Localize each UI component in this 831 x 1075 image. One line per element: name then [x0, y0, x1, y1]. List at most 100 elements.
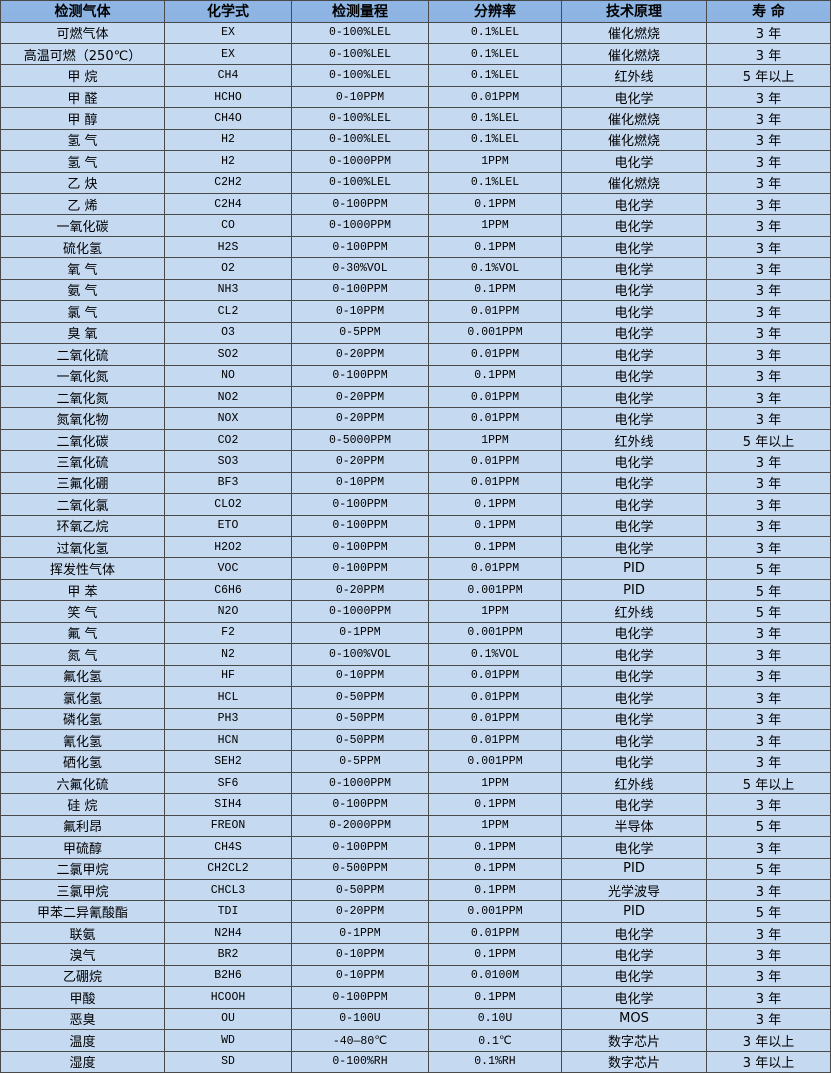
cell-chemical-formula: VOC [164, 557, 292, 580]
cell-lifespan: 3 年 [706, 621, 831, 645]
cell-lifespan: 3 年 [706, 278, 831, 302]
cell-detection-range: 0-100%LEL [291, 107, 429, 130]
cell-lifespan: 3 年 [706, 450, 831, 473]
cell-lifespan: 3 年 [706, 192, 831, 216]
cell-technical-principle: 电化学 [561, 986, 707, 1009]
cell-technical-principle: 电化学 [561, 450, 707, 473]
cell-resolution: 0.1%LEL [428, 107, 562, 130]
cell-technical-principle: 电化学 [561, 921, 707, 945]
cell-resolution: 0.1℃ [428, 1029, 562, 1052]
cell-detection-range: 0-100PPM [291, 535, 429, 559]
cell-technical-principle: 催化燃烧 [561, 42, 707, 66]
cell-gas-name: 甲 烷 [0, 64, 165, 87]
cell-technical-principle: 电化学 [561, 664, 707, 688]
cell-technical-principle: 半导体 [561, 814, 707, 838]
cell-chemical-formula: HF [164, 664, 292, 688]
cell-gas-name: 一氧化碳 [0, 214, 165, 237]
cell-lifespan: 3 年 [706, 321, 831, 345]
cell-resolution: 0.10U [428, 1007, 562, 1031]
cell-gas-name: 氟利昂 [0, 814, 165, 838]
cell-detection-range: 0-10PPM [291, 85, 429, 109]
cell-technical-principle: 数字芯片 [561, 1029, 707, 1052]
table-row: 一氧化碳 CO 0-1000PPM 1PPM 电化学 3 年 [0, 214, 831, 237]
table-row: 温度 WD -40—80℃ 0.1℃ 数字芯片 3 年以上 [0, 1029, 831, 1052]
cell-resolution: 0.1%LEL [428, 64, 562, 87]
cell-gas-name: 三氟化硼 [0, 471, 165, 495]
cell-resolution: 0.1PPM [428, 857, 562, 881]
cell-lifespan: 3 年 [706, 407, 831, 430]
cell-gas-name: 三氯甲烷 [0, 878, 165, 902]
cell-lifespan: 3 年 [706, 728, 831, 752]
table-row: 联氨 N2H4 0-1PPM 0.01PPM 电化学 3 年 [0, 921, 831, 945]
cell-gas-name: 乙硼烷 [0, 964, 165, 988]
cell-gas-name: 氰化氢 [0, 728, 165, 752]
cell-lifespan: 5 年 [706, 578, 831, 602]
table-row: 磷化氢 PH3 0-50PPM 0.01PPM 电化学 3 年 [0, 707, 831, 730]
cell-lifespan: 3 年 [706, 107, 831, 130]
cell-technical-principle: 电化学 [561, 514, 707, 538]
cell-gas-name: 湿度 [0, 1050, 165, 1073]
cell-lifespan: 5 年以上 [706, 64, 831, 87]
cell-lifespan: 3 年 [706, 235, 831, 259]
cell-technical-principle: 电化学 [561, 257, 707, 280]
cell-technical-principle: 红外线 [561, 600, 707, 623]
cell-chemical-formula: NH3 [164, 278, 292, 302]
cell-chemical-formula: FREON [164, 814, 292, 838]
cell-technical-principle: 电化学 [561, 385, 707, 409]
cell-gas-name: 联氨 [0, 921, 165, 945]
cell-lifespan: 3 年 [706, 986, 831, 1009]
cell-lifespan: 3 年 [706, 514, 831, 538]
cell-lifespan: 3 年 [706, 686, 831, 709]
cell-gas-name: 六氟化硫 [0, 771, 165, 795]
table-row: 甲 醛 HCHO 0-10PPM 0.01PPM 电化学 3 年 [0, 85, 831, 109]
cell-detection-range: 0-5PPM [291, 750, 429, 773]
cell-gas-name: 甲 醇 [0, 107, 165, 130]
cell-resolution: 0.1PPM [428, 878, 562, 902]
cell-resolution: 0.1%RH [428, 1050, 562, 1073]
table-row: 氢 气 H2 0-1000PPM 1PPM 电化学 3 年 [0, 150, 831, 173]
cell-technical-principle: PID [561, 900, 707, 923]
table-row: 恶臭 OU 0-100U 0.10U MOS 3 年 [0, 1007, 831, 1031]
cell-lifespan: 5 年以上 [706, 771, 831, 795]
cell-technical-principle: 红外线 [561, 64, 707, 87]
cell-detection-range: 0-20PPM [291, 578, 429, 602]
cell-resolution: 0.01PPM [428, 707, 562, 730]
table-row: 乙硼烷 B2H6 0-10PPM 0.0100M 电化学 3 年 [0, 964, 831, 988]
cell-lifespan: 3 年 [706, 943, 831, 966]
cell-chemical-formula: SO2 [164, 343, 292, 366]
cell-technical-principle: 光学波导 [561, 878, 707, 902]
cell-detection-range: 0-1000PPM [291, 150, 429, 173]
cell-chemical-formula: CLO2 [164, 493, 292, 516]
table-row: 溴气 BR2 0-10PPM 0.1PPM 电化学 3 年 [0, 943, 831, 966]
cell-gas-name: 氨 气 [0, 278, 165, 302]
table-row: 氟 气 F2 0-1PPM 0.001PPM 电化学 3 年 [0, 621, 831, 645]
cell-chemical-formula: H2O2 [164, 535, 292, 559]
cell-chemical-formula: C2H2 [164, 171, 292, 195]
cell-detection-range: 0-50PPM [291, 878, 429, 902]
cell-resolution: 0.1PPM [428, 235, 562, 259]
cell-lifespan: 3 年 [706, 493, 831, 516]
cell-gas-name: 硒化氢 [0, 750, 165, 773]
cell-detection-range: 0-100PPM [291, 364, 429, 387]
cell-detection-range: 0-10PPM [291, 964, 429, 988]
cell-detection-range: 0-100PPM [291, 278, 429, 302]
cell-technical-principle: 电化学 [561, 621, 707, 645]
cell-lifespan: 3 年 [706, 128, 831, 152]
cell-gas-name: 臭 氧 [0, 321, 165, 345]
cell-chemical-formula: NOX [164, 407, 292, 430]
cell-technical-principle: 电化学 [561, 707, 707, 730]
table-row: 二氧化硫 SO2 0-20PPM 0.01PPM 电化学 3 年 [0, 343, 831, 366]
cell-technical-principle: 催化燃烧 [561, 128, 707, 152]
cell-chemical-formula: H2 [164, 150, 292, 173]
header-row: 检测气体 化学式 检测量程 分辨率 技术原理寿 命 [0, 0, 831, 23]
cell-chemical-formula: NO [164, 364, 292, 387]
cell-resolution: 0.001PPM [428, 900, 562, 923]
cell-technical-principle: 电化学 [561, 643, 707, 666]
cell-chemical-formula: N2H4 [164, 921, 292, 945]
cell-gas-name: 二氧化氯 [0, 493, 165, 516]
cell-gas-name: 甲苯二异氰酸酯 [0, 900, 165, 923]
cell-lifespan: 3 年 [706, 300, 831, 323]
cell-technical-principle: 电化学 [561, 278, 707, 302]
cell-gas-name: 二氧化碳 [0, 428, 165, 452]
